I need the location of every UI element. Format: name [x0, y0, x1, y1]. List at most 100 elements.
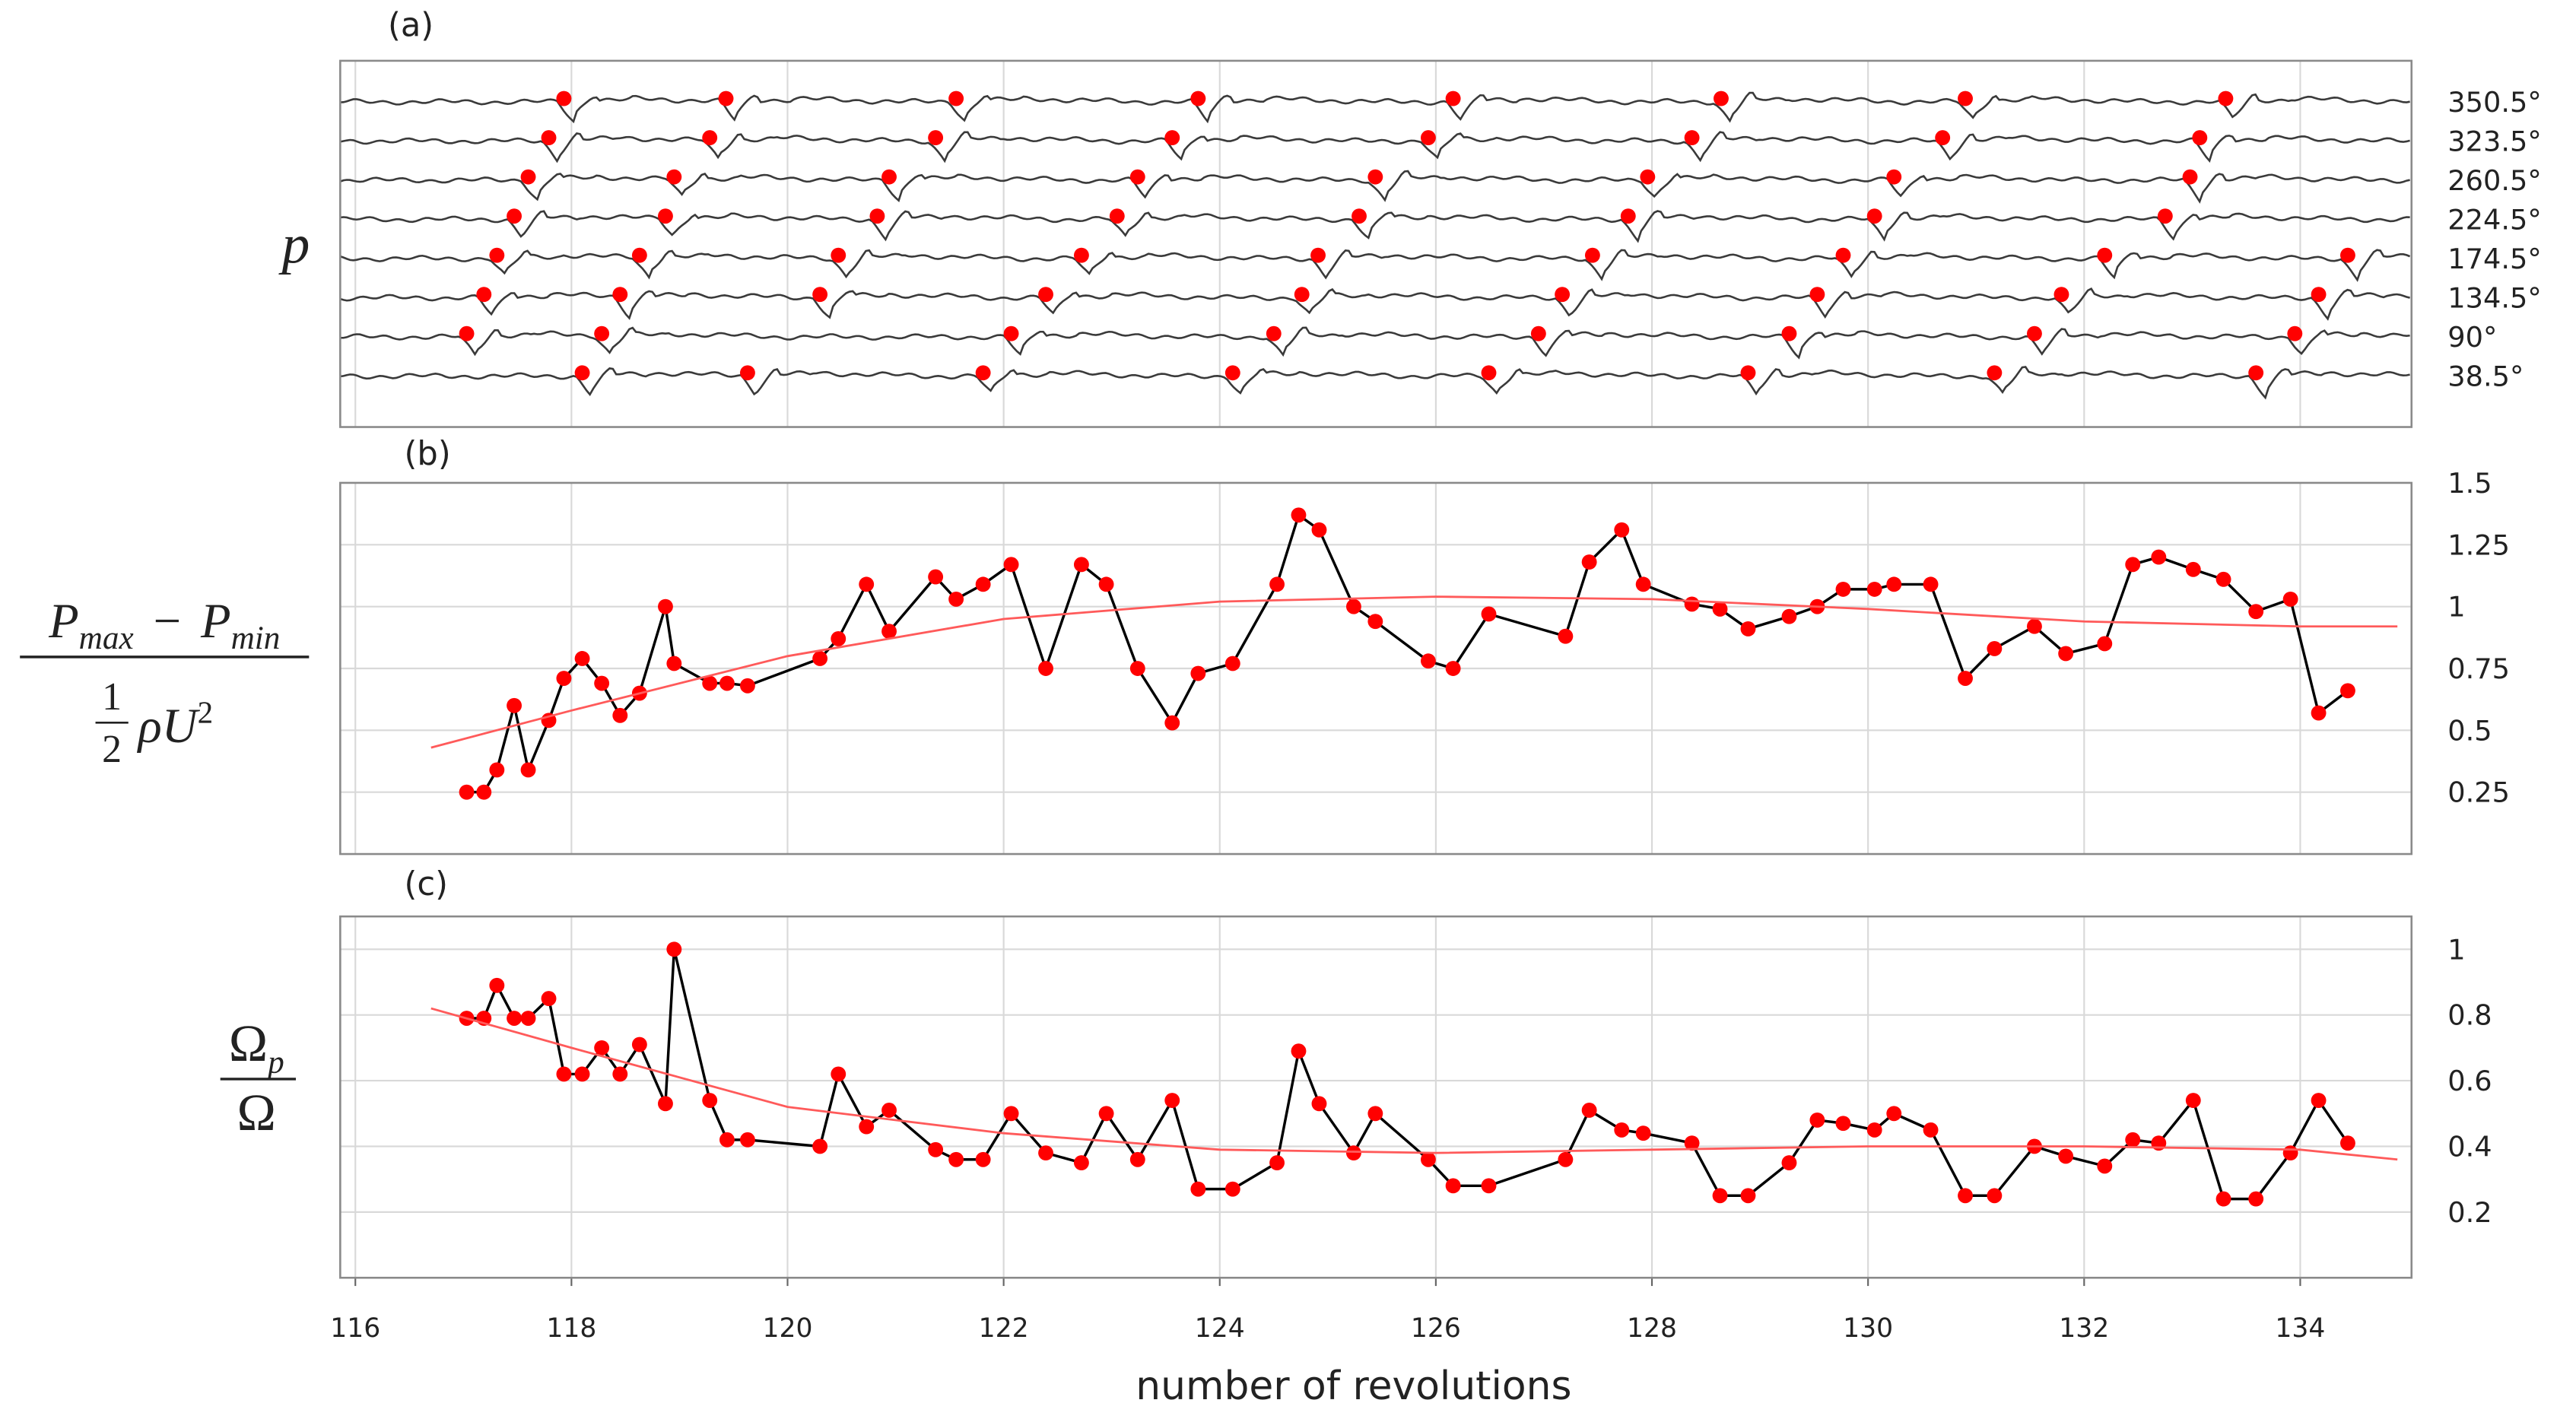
- data-point: [948, 591, 964, 607]
- peak-marker: [1781, 325, 1797, 341]
- peak-marker: [1367, 169, 1383, 185]
- data-point: [1445, 1178, 1461, 1194]
- subscript: min: [231, 621, 281, 656]
- peak-marker: [476, 287, 492, 303]
- data-point: [1164, 715, 1180, 731]
- pressure-trace: [340, 91, 2410, 124]
- data-point: [1809, 1112, 1825, 1128]
- trace-label: 90°: [2447, 321, 2497, 354]
- peak-marker: [1310, 247, 1326, 263]
- data-point: [2097, 1158, 2113, 1174]
- peak-marker: [1481, 365, 1497, 381]
- peak-marker: [1109, 208, 1125, 224]
- data-point: [1558, 628, 1574, 644]
- peak-marker: [1164, 130, 1180, 146]
- peak-marker: [1073, 247, 1089, 263]
- data-point: [1345, 598, 1361, 614]
- trace-label: 134.5°: [2447, 281, 2541, 314]
- data-point: [859, 576, 875, 592]
- x-tick-label: 122: [979, 1313, 1029, 1344]
- data-point: [2282, 591, 2298, 607]
- data-point: [1038, 661, 1053, 676]
- data-point: [2311, 705, 2327, 721]
- x-tick-label: 130: [1843, 1313, 1893, 1344]
- superscript: 2: [198, 694, 214, 729]
- plot-area: [340, 916, 2412, 1278]
- peak-marker: [2157, 208, 2173, 224]
- data-point: [1291, 1043, 1307, 1059]
- data-point: [2027, 618, 2042, 634]
- data-point: [1866, 581, 1882, 597]
- data-point: [574, 651, 590, 666]
- pressure-trace: [339, 170, 2410, 204]
- data-point: [666, 941, 682, 957]
- x-tick-label: 124: [1195, 1313, 1245, 1344]
- data-point: [1712, 601, 1728, 617]
- data-point: [2058, 646, 2074, 662]
- peak-marker: [1421, 130, 1436, 146]
- peak-marker: [556, 90, 572, 106]
- operator: −: [154, 594, 182, 649]
- peak-marker: [631, 247, 647, 263]
- y-tick-label: 0.5: [2447, 714, 2492, 747]
- peak-marker: [2182, 169, 2198, 185]
- peak-marker: [1684, 130, 1700, 146]
- data-point: [1003, 557, 1019, 573]
- data-point: [1269, 1155, 1285, 1171]
- pressure-trace: [340, 366, 2410, 400]
- data-point: [1614, 1122, 1630, 1138]
- data-point: [1684, 1135, 1700, 1151]
- peak-marker: [1038, 287, 1053, 303]
- data-point: [1958, 1188, 1973, 1204]
- data-point: [1445, 661, 1461, 676]
- peak-marker: [1620, 208, 1636, 224]
- pressure-trace: [339, 249, 2411, 282]
- trace-label: 174.5°: [2447, 243, 2541, 275]
- peak-marker: [975, 365, 991, 381]
- subscript: max: [79, 621, 134, 656]
- x-tick-label: 116: [330, 1313, 380, 1344]
- data-point: [1740, 1188, 1756, 1204]
- data-point: [658, 1096, 673, 1112]
- pressure-trace: [340, 131, 2410, 163]
- data-point: [1558, 1151, 1574, 1167]
- peak-marker: [1555, 287, 1571, 303]
- y-label-numerator: Ωp: [229, 1014, 284, 1080]
- data-point: [489, 977, 505, 993]
- data-point: [719, 675, 735, 691]
- data-point: [2311, 1093, 2327, 1108]
- data-point: [1712, 1188, 1728, 1204]
- data-point: [541, 991, 557, 1007]
- peak-marker: [594, 325, 610, 341]
- trace-label: 350.5°: [2447, 86, 2541, 119]
- data-point: [1190, 1181, 1206, 1197]
- data-point: [1987, 641, 2003, 656]
- x-tick-label: 126: [1411, 1313, 1461, 1344]
- data-point: [1740, 621, 1756, 636]
- data-point: [1129, 661, 1145, 676]
- peak-marker: [739, 365, 755, 381]
- data-point: [1481, 606, 1497, 622]
- x-axis-label: number of revolutions: [1136, 1363, 1571, 1409]
- peak-marker: [1129, 169, 1145, 185]
- y-label-denominator: ρU2: [137, 694, 213, 754]
- peak-marker: [2192, 130, 2208, 146]
- x-tick-label: 128: [1627, 1313, 1677, 1344]
- peak-marker: [2311, 287, 2327, 303]
- data-point: [739, 678, 755, 694]
- plot-frame: [339, 481, 2413, 856]
- data-point: [1614, 522, 1630, 538]
- subscript: p: [265, 1044, 284, 1080]
- fraction-denominator: 2: [102, 728, 122, 771]
- y-tick-label: 0.6: [2447, 1065, 2492, 1097]
- panel-label: (c): [405, 865, 448, 903]
- data-point: [1164, 1093, 1180, 1108]
- peak-marker: [1886, 169, 1902, 185]
- trace-label: 260.5°: [2447, 164, 2541, 197]
- data-point: [1190, 665, 1206, 681]
- data-point: [1781, 608, 1797, 624]
- data-point: [928, 1141, 944, 1157]
- data-point: [2185, 561, 2201, 577]
- data-point: [2215, 1191, 2231, 1207]
- data-point: [2248, 1191, 2264, 1207]
